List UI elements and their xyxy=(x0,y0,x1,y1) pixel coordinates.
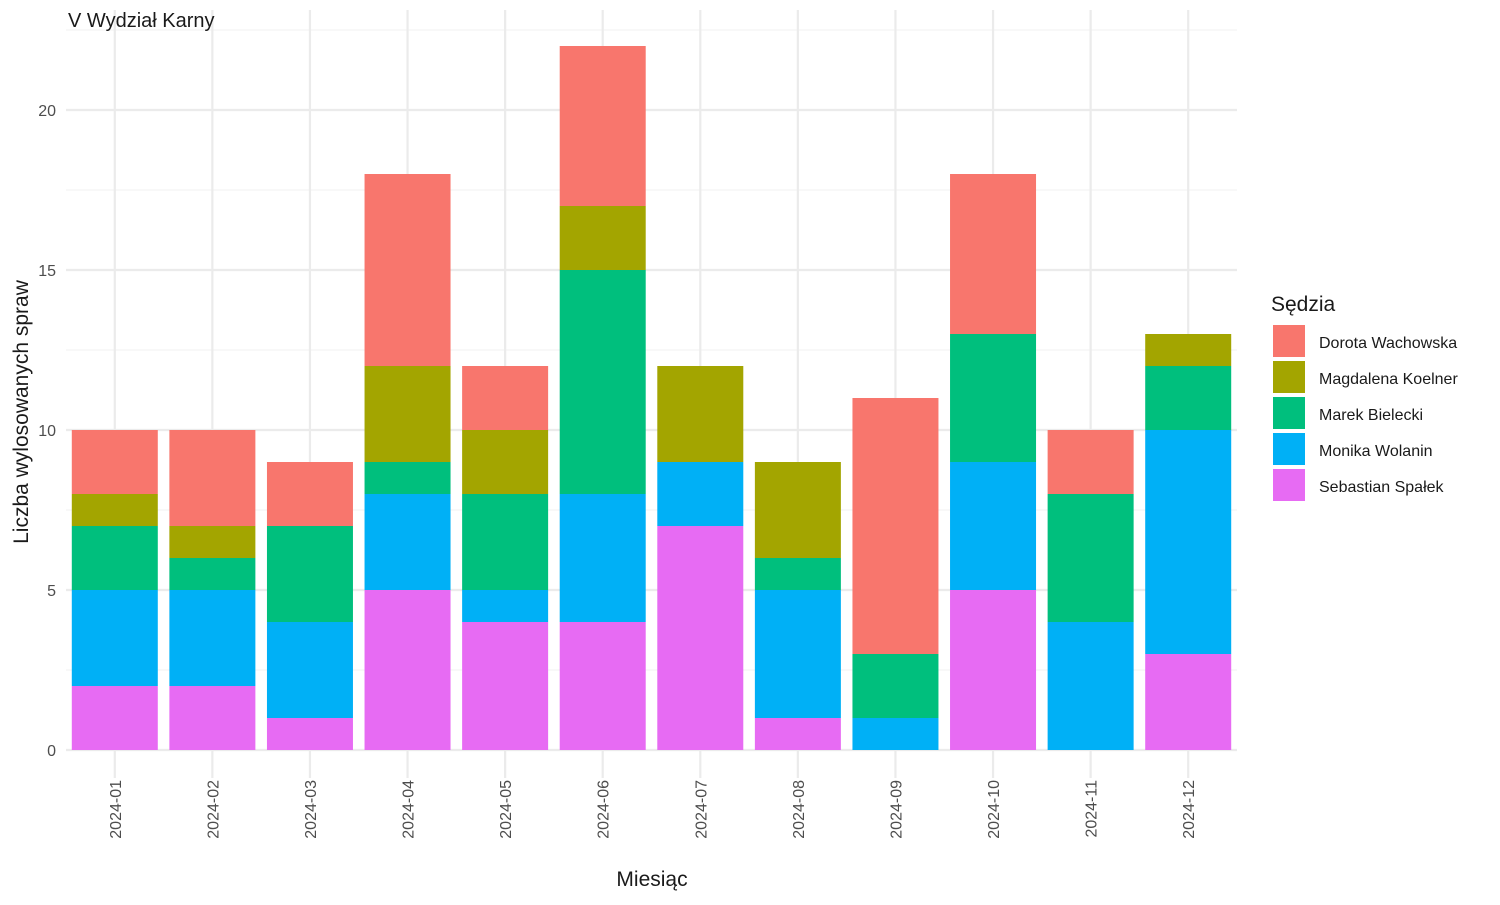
bar-segment xyxy=(71,590,158,686)
x-axis-title: Miesiąc xyxy=(616,868,687,891)
bar-segment xyxy=(950,334,1037,462)
bar-segment xyxy=(169,686,256,750)
bar-segment xyxy=(852,718,939,750)
x-tick-label: 2024-04 xyxy=(401,780,418,839)
legend-label: Monika Wolanin xyxy=(1319,443,1433,460)
x-tick-label: 2024-11 xyxy=(1084,780,1101,838)
bar-segment xyxy=(754,718,841,750)
legend-swatch xyxy=(1273,361,1305,393)
bar-segment xyxy=(950,462,1037,590)
bar-segment xyxy=(266,462,353,526)
bar-segment xyxy=(754,558,841,590)
x-tick-label: 2024-01 xyxy=(108,780,125,839)
bar-segment xyxy=(657,462,744,526)
bar-segment xyxy=(462,430,549,494)
bar-segment xyxy=(462,622,549,750)
bar-segment xyxy=(462,590,549,622)
bar-segment xyxy=(1047,494,1134,622)
bar-segment xyxy=(169,590,256,686)
legend-swatch xyxy=(1273,433,1305,465)
bar-segment xyxy=(559,206,646,270)
x-tick-label: 2024-07 xyxy=(693,780,710,839)
bar-segment xyxy=(657,526,744,750)
legend: Sędzia Dorota Wachowska Magdalena Koelner… xyxy=(1271,293,1458,501)
legend-label: Sebastian Spałek xyxy=(1319,479,1445,496)
legend-swatch xyxy=(1273,397,1305,429)
legend-label: Dorota Wachowska xyxy=(1319,335,1457,352)
y-tick-label: 10 xyxy=(38,423,56,440)
bar-segment xyxy=(266,718,353,750)
legend-title: Sędzia xyxy=(1271,293,1336,316)
x-tick-label: 2024-05 xyxy=(498,780,515,839)
bar-segment xyxy=(169,558,256,590)
chart-title: V Wydział Karny xyxy=(68,10,215,32)
y-axis-title: Liczba wylosowanych spraw xyxy=(10,279,33,544)
bar-segment xyxy=(364,494,451,590)
bar-segment xyxy=(364,462,451,494)
bar-segment xyxy=(71,686,158,750)
bar-segment xyxy=(852,654,939,718)
x-tick-label: 2024-12 xyxy=(1181,780,1198,839)
legend-label: Marek Bielecki xyxy=(1319,407,1423,424)
bar-segment xyxy=(1047,622,1134,750)
bar-segment xyxy=(364,366,451,462)
bar-segment xyxy=(462,366,549,430)
bar-segment xyxy=(266,622,353,718)
bar-segment xyxy=(657,366,744,462)
bar-segment xyxy=(559,494,646,622)
y-tick-label: 15 xyxy=(38,263,56,280)
bar-segment xyxy=(1145,366,1232,430)
bar-segment xyxy=(462,494,549,590)
bar-segment xyxy=(754,590,841,718)
bar-segment xyxy=(71,494,158,526)
y-axis: 0 5 10 15 20 xyxy=(38,103,56,760)
x-tick-label: 2024-03 xyxy=(303,780,320,839)
legend-swatch xyxy=(1273,325,1305,357)
bar-segment xyxy=(1047,430,1134,494)
bar-segment xyxy=(364,590,451,750)
x-tick-label: 2024-08 xyxy=(791,780,808,839)
bar-segment xyxy=(169,526,256,558)
y-tick-label: 5 xyxy=(47,583,56,600)
x-tick-label: 2024-02 xyxy=(205,780,222,839)
bar-segment xyxy=(950,174,1037,334)
legend-swatch xyxy=(1273,469,1305,501)
bar-segment xyxy=(559,46,646,206)
bar-segment xyxy=(266,526,353,622)
y-tick-label: 20 xyxy=(38,103,56,120)
bar-segment xyxy=(950,590,1037,750)
bar-segment xyxy=(559,270,646,494)
bar-segment xyxy=(364,174,451,366)
bar-segment xyxy=(169,430,256,526)
x-tick-label: 2024-09 xyxy=(888,780,905,839)
legend-label: Magdalena Koelner xyxy=(1319,371,1458,388)
bar-segment xyxy=(71,526,158,590)
bar-segment xyxy=(1145,654,1232,750)
bar-segment xyxy=(852,398,939,654)
bar-segment xyxy=(559,622,646,750)
bar-segment xyxy=(754,462,841,558)
bar-segment xyxy=(71,430,158,494)
x-tick-label: 2024-06 xyxy=(596,780,613,839)
bar-segment xyxy=(1145,430,1232,654)
x-tick-label: 2024-10 xyxy=(986,780,1003,839)
x-axis: 2024-01 2024-02 2024-03 2024-04 2024-05 2024-… xyxy=(108,780,1198,839)
y-tick-label: 0 xyxy=(47,743,56,760)
bar-segment xyxy=(1145,334,1232,366)
bars xyxy=(71,46,1232,750)
